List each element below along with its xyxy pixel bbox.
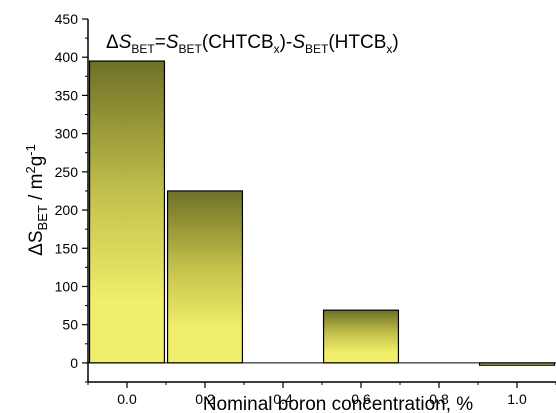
y-tick-label: 400	[55, 49, 79, 65]
x-axis-title: Nominal boron concentration, %	[203, 394, 473, 413]
annotation-formula: ΔSBET=SBET(CHTCBx)-SBET(HTCBx)	[106, 32, 399, 56]
bar	[322, 309, 400, 364]
x-tick-label: 0.8	[429, 391, 449, 407]
y-ticks: 0 50 100 150 200 250 300 350 400 450	[55, 11, 88, 383]
y-tick-label: 0	[70, 355, 78, 371]
y-tick-label: 50	[62, 317, 78, 333]
y-tick-label: 300	[55, 126, 79, 142]
bar	[166, 190, 244, 364]
y-tick-label: 450	[55, 11, 79, 27]
y-tick-label: 150	[55, 240, 79, 256]
y-tick-label: 100	[55, 278, 79, 294]
y-axis-title: ΔSBET / m2g-1	[23, 144, 50, 256]
x-ticks: 0.0 0.2 0.4 0.6 0.8 1.0	[87, 382, 556, 407]
y-tick-label: 250	[55, 164, 79, 180]
x-tick-label: 1.0	[507, 391, 527, 407]
x-tick-label: 0.2	[195, 391, 215, 407]
bar	[88, 60, 166, 364]
x-tick-label: 0.6	[351, 391, 371, 407]
y-tick-label: 350	[55, 87, 79, 103]
y-tick-label: 200	[55, 202, 79, 218]
x-tick-label: 0.4	[273, 391, 293, 407]
x-tick-label: 0.0	[117, 391, 137, 407]
bars	[88, 60, 556, 366]
